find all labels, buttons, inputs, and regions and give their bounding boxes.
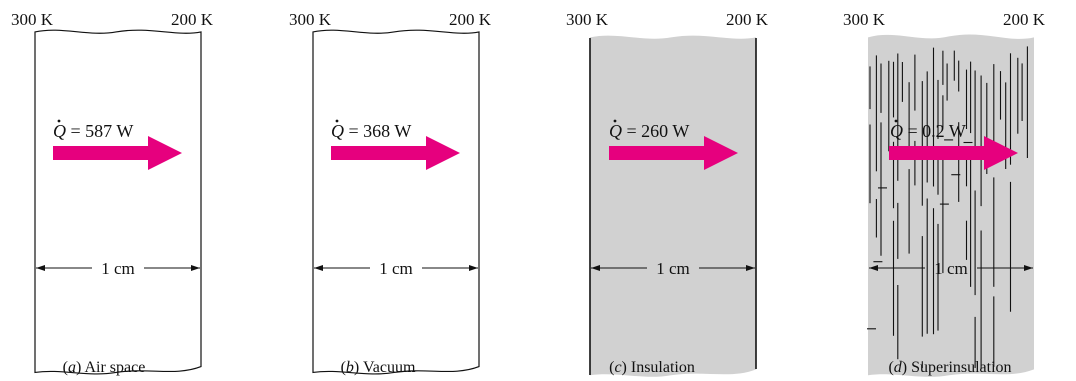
panel-c-temp-cold: 200 K (726, 10, 769, 29)
panel-b-heat-rate: Q = 368 W (331, 121, 411, 141)
panel-d-temp-hot: 300 K (843, 10, 886, 29)
panel-c-dimension-arrowhead-right (746, 265, 755, 271)
panel-c-dimension-arrowhead-left (591, 265, 600, 271)
panel-d-fibers (867, 46, 1028, 368)
panel-insulation: 300 K 200 K Q = 260 W 1 cm (c) Insulatio… (566, 10, 769, 377)
panel-a-q-symbol: Q (53, 121, 66, 141)
panel-b-heat-arrow (331, 136, 460, 170)
panel-b-caption: (b) Vacuum (341, 359, 416, 376)
panel-air-space: 300 K 200 K Q = 587 W 1 cm (a) Air space (11, 10, 214, 376)
panel-c-caption-text: Insulation (627, 359, 695, 376)
panel-d-q-dot (894, 119, 898, 123)
panel-vacuum: 300 K 200 K Q = 368 W 1 cm (b) Vacuum (289, 10, 492, 376)
panel-c-q-value: = 260 W (622, 121, 689, 141)
panel-d-caption-text: Superinsulation (907, 359, 1011, 376)
panel-a-slab (34, 29, 202, 375)
panel-a-heat-rate: Q = 587 W (53, 121, 133, 141)
panel-b-temp-cold: 200 K (449, 10, 492, 29)
panel-a-caption-text: Air space (81, 359, 145, 376)
panel-b-temp-hot: 300 K (289, 10, 332, 29)
panel-b-q-symbol: Q (331, 121, 344, 141)
panel-a-dimension-arrowhead-right (191, 265, 200, 271)
panel-c-dimension-label: 1 cm (656, 259, 690, 278)
panel-a-caption-letter: a (68, 359, 76, 376)
panel-a-q-dot (57, 119, 61, 123)
panel-d-dimension-arrowhead-right (1024, 265, 1033, 271)
panel-b-q-value: = 368 W (344, 121, 411, 141)
panel-c-heat-rate: Q = 260 W (609, 121, 689, 141)
panel-b-dimension-arrowhead-left (314, 265, 323, 271)
panel-a-q-value: = 587 W (66, 121, 133, 141)
panel-superinsulation: 300 K 200 K Q = 0.2 W 1 cm (d) Superinsu… (843, 10, 1046, 377)
panel-a-heat-arrow (53, 136, 182, 170)
panel-d-temp-cold: 200 K (1003, 10, 1046, 29)
panel-c-heat-arrow (609, 136, 738, 170)
panel-d-heat-rate: Q = 0.2 W (890, 121, 966, 141)
panel-c-q-symbol: Q (609, 121, 622, 141)
panel-b-caption-letter: b (346, 359, 354, 376)
panel-b-slab (312, 29, 480, 375)
panel-a-dimension-arrowhead-left (36, 265, 45, 271)
panel-c-caption: (c) Insulation (609, 359, 695, 376)
panel-a-caption: (a) Air space (63, 359, 146, 376)
panel-d-dimension-label: 1 cm (934, 259, 968, 278)
panel-c-temp-hot: 300 K (566, 10, 609, 29)
panel-d-slab (868, 34, 1034, 377)
panel-c-caption-letter: c (614, 359, 621, 376)
panel-c-slab (590, 35, 756, 377)
panel-a-temp-cold: 200 K (171, 10, 214, 29)
panel-b-caption-text: Vacuum (359, 359, 416, 376)
panel-d-heat-arrow (889, 136, 1018, 170)
panel-b-dimension-label: 1 cm (379, 259, 413, 278)
panel-c-q-dot (613, 119, 617, 123)
panel-b-q-dot (335, 119, 339, 123)
panel-a-temp-hot: 300 K (11, 10, 54, 29)
panel-d-dimension-arrowhead-left (869, 265, 878, 271)
panel-d-q-symbol: Q (890, 121, 903, 141)
panel-a-dimension-label: 1 cm (101, 259, 135, 278)
panel-d-caption: (d) Superinsulation (888, 359, 1011, 376)
panel-d-caption-letter: d (894, 359, 903, 376)
panel-b-dimension-arrowhead-right (469, 265, 478, 271)
panel-d-q-value: = 0.2 W (903, 121, 966, 141)
